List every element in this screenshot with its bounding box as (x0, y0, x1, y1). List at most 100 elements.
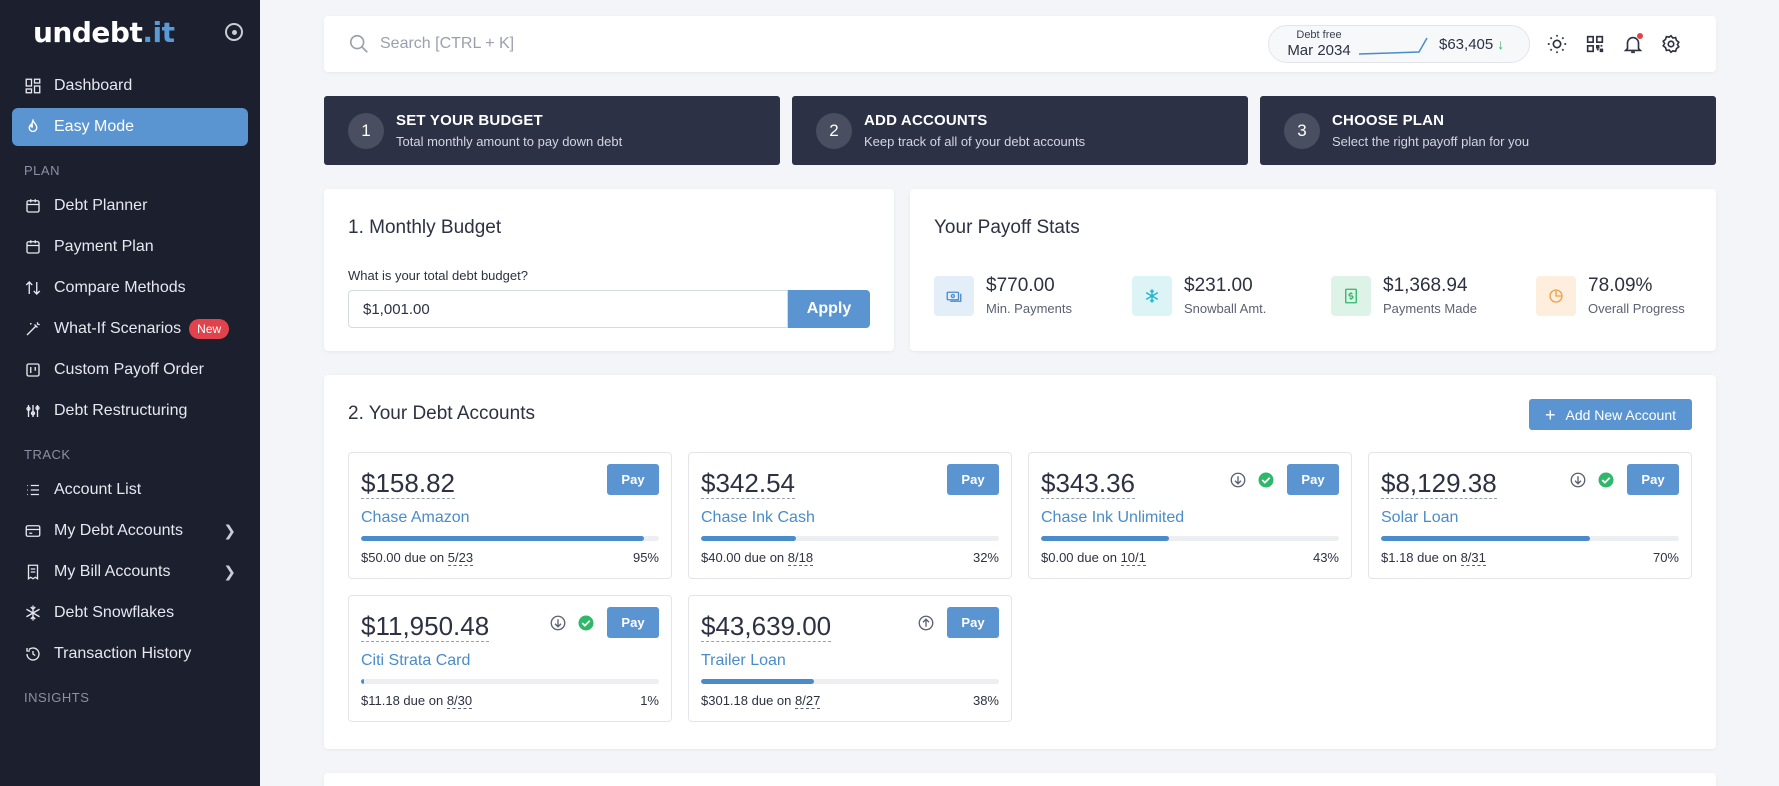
account-balance: $8,129.38 (1381, 468, 1497, 499)
sidebar-item-debt-restructuring[interactable]: Debt Restructuring (12, 392, 248, 430)
account-card-trailer-loan[interactable]: $43,639.00 Pay Trailer Loan $301.18 due … (688, 595, 1012, 722)
dollar-bill-icon (1331, 275, 1371, 316)
monthly-budget-card: 1. Monthly Budget What is your total deb… (324, 189, 894, 351)
due-date[interactable]: 8/27 (795, 693, 821, 709)
calendar-icon (24, 197, 42, 215)
chevron-right-icon: ❯ (223, 564, 236, 581)
due-date[interactable]: 8/30 (446, 693, 473, 709)
account-progress-bar (1041, 536, 1339, 541)
pay-button[interactable]: Pay (947, 464, 999, 495)
sidebar-toggle-icon[interactable] (225, 23, 243, 41)
sidebar-item-my-debt-accounts[interactable]: My Debt Accounts ❯ (12, 512, 248, 550)
sidebar-item-payment-plan[interactable]: Payment Plan (12, 228, 248, 266)
search-input[interactable] (380, 35, 880, 53)
stat-label: Snowball Amt. (1184, 301, 1267, 316)
due-date[interactable]: 5/23 (447, 550, 474, 566)
stat-overall-progress: 78.09% Overall Progress (1536, 275, 1685, 316)
debt-free-date: Mar 2034 (1287, 42, 1351, 59)
due-amount: $50.00 (361, 550, 401, 565)
account-card-solar-loan[interactable]: $8,129.38 Pay Solar Loan $1.18 due on 8/… (1368, 452, 1692, 579)
account-percent: 70% (1652, 550, 1679, 565)
sidebar-item-account-list[interactable]: Account List (12, 471, 248, 509)
order-icon (24, 361, 42, 379)
arrow-down-circle-icon[interactable] (549, 614, 567, 632)
due-date[interactable]: 8/18 (787, 550, 814, 566)
account-card-citi-strata-card[interactable]: $11,950.48 Pay Citi Strata Card $11.18 d… (348, 595, 672, 722)
step-choose-plan[interactable]: 3 CHOOSE PLAN Select the right payoff pla… (1260, 96, 1716, 165)
new-badge: New (189, 319, 230, 339)
account-due: $40.00 due on 8/18 (701, 550, 814, 566)
logo[interactable]: undebt.it (33, 15, 175, 49)
account-name-link[interactable]: Trailer Loan (701, 652, 786, 669)
account-name-link[interactable]: Citi Strata Card (361, 652, 471, 669)
add-new-account-button[interactable]: + Add New Account (1528, 399, 1692, 430)
step-title: ADD ACCOUNTS (864, 112, 988, 129)
sidebar-item-label: Dashboard (54, 77, 133, 94)
debt-trend-sparkline-icon (1358, 37, 1428, 55)
account-card-chase-amazon[interactable]: $158.82 Pay Chase Amazon $50.00 due on 5… (348, 452, 672, 579)
arrow-down-circle-icon[interactable] (1229, 471, 1247, 489)
due-word: due on (403, 693, 444, 708)
account-progress-fill (1381, 536, 1590, 541)
cash-icon (934, 275, 974, 316)
arrow-down-icon: ↓ (1497, 36, 1505, 52)
pay-button[interactable]: Pay (607, 464, 659, 495)
account-card-chase-ink-unlimited[interactable]: $343.36 Pay Chase Ink Unlimited $0.00 du… (1028, 452, 1352, 579)
sidebar-item-easy-mode[interactable]: Easy Mode (12, 108, 248, 146)
sidebar-item-debt-planner[interactable]: Debt Planner (12, 187, 248, 225)
stat-label: Overall Progress (1588, 301, 1685, 316)
pay-button[interactable]: Pay (1287, 464, 1339, 495)
account-name-link[interactable]: Chase Ink Cash (701, 509, 815, 526)
account-name-link[interactable]: Chase Ink Unlimited (1041, 509, 1185, 526)
pay-button[interactable]: Pay (1627, 464, 1679, 495)
debt-total: $63,405 (1439, 35, 1494, 53)
step-number: 2 (816, 112, 852, 149)
account-progress-fill (361, 536, 645, 541)
next-section-card (324, 773, 1716, 786)
account-card-chase-ink-cash[interactable]: $342.54 Pay Chase Ink Cash $40.00 due on… (688, 452, 1012, 579)
debt-free-label: Debt free (1296, 29, 1342, 41)
sidebar-item-label: Payment Plan (54, 238, 154, 255)
sidebar-item-label: Debt Restructuring (54, 402, 188, 419)
sidebar-item-debt-snowflakes[interactable]: Debt Snowflakes (12, 594, 248, 632)
account-due: $11.18 due on 8/30 (361, 693, 473, 709)
apply-button[interactable]: Apply (788, 290, 870, 328)
due-date[interactable]: 8/31 (1460, 550, 1486, 566)
step-add-accounts[interactable]: 2 ADD ACCOUNTS Keep track of all of your … (792, 96, 1248, 165)
due-date[interactable]: 10/1 (1120, 550, 1146, 566)
bell-icon[interactable] (1622, 33, 1644, 55)
sidebar-item-what-if-scenarios[interactable]: What-If Scenarios New (12, 310, 248, 348)
logo-row: undebt.it (0, 0, 260, 64)
payoff-stats-card: Your Payoff Stats $770.00 Min. Payments $… (910, 189, 1716, 351)
due-word: due on (751, 693, 792, 708)
arrow-down-circle-icon[interactable] (1569, 471, 1587, 489)
sidebar-item-compare-methods[interactable]: Compare Methods (12, 269, 248, 307)
due-word: due on (1077, 550, 1117, 565)
sidebar-item-dashboard[interactable]: Dashboard (12, 67, 248, 105)
pay-button[interactable]: Pay (947, 607, 999, 638)
budget-title: 1. Monthly Budget (348, 217, 502, 238)
account-name-link[interactable]: Solar Loan (1381, 509, 1459, 526)
sun-icon[interactable] (1546, 33, 1568, 55)
sidebar-item-label: My Bill Accounts (54, 563, 171, 580)
debt-free-widget[interactable]: Debt free Mar 2034 $63,405 ↓ (1268, 25, 1530, 63)
gear-icon[interactable] (1660, 33, 1682, 55)
account-due: $0.00 due on 10/1 (1041, 550, 1146, 566)
sidebar-item-my-bill-accounts[interactable]: My Bill Accounts ❯ (12, 553, 248, 591)
due-amount: $11.18 (361, 693, 400, 708)
due-word: due on (404, 550, 445, 565)
sidebar-item-label: Easy Mode (54, 118, 135, 135)
flame-icon (24, 118, 42, 136)
compare-arrows-icon (24, 279, 42, 297)
budget-input[interactable] (348, 290, 788, 328)
sidebar-item-custom-payoff-order[interactable]: Custom Payoff Order (12, 351, 248, 389)
account-balance: $158.82 (361, 468, 455, 499)
stat-value: $770.00 (986, 275, 1055, 296)
account-name-link[interactable]: Chase Amazon (361, 509, 470, 526)
apps-grid-icon[interactable] (1584, 33, 1606, 55)
sidebar-item-transaction-history[interactable]: Transaction History (12, 635, 248, 673)
arrow-up-circle-icon[interactable] (917, 614, 935, 632)
step-set-budget[interactable]: 1 SET YOUR BUDGET Total monthly amount to… (324, 96, 780, 165)
calendar-icon (24, 238, 42, 256)
pay-button[interactable]: Pay (607, 607, 659, 638)
